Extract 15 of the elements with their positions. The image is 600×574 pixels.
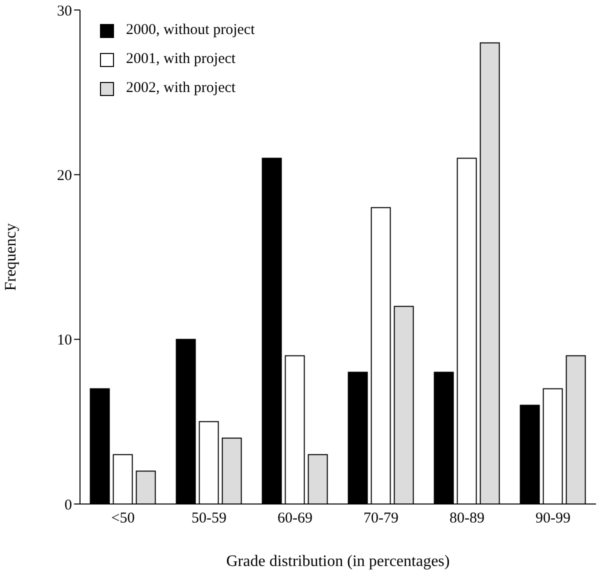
x-axis-title: Grade distribution (in percentages): [226, 553, 450, 570]
legend-label: 2000, without project: [126, 22, 255, 39]
x-tick-label: 60-69: [278, 510, 312, 527]
y-tick-label: 30: [57, 3, 72, 20]
x-tick-label: 50-59: [192, 510, 226, 527]
x-tick-label: 70-79: [364, 510, 398, 527]
x-tick-label: 90-99: [536, 510, 570, 527]
y-axis-title: Frequency: [2, 223, 20, 291]
legend-label: 2001, with project: [126, 51, 236, 68]
legend-label: 2002, with project: [126, 80, 236, 97]
y-tick-label: 0: [64, 497, 72, 514]
x-tick-label: 80-89: [450, 510, 484, 527]
y-tick-label: 20: [57, 168, 72, 184]
y-tick-label: 10: [57, 332, 72, 349]
x-tick-label: <50: [111, 510, 135, 527]
